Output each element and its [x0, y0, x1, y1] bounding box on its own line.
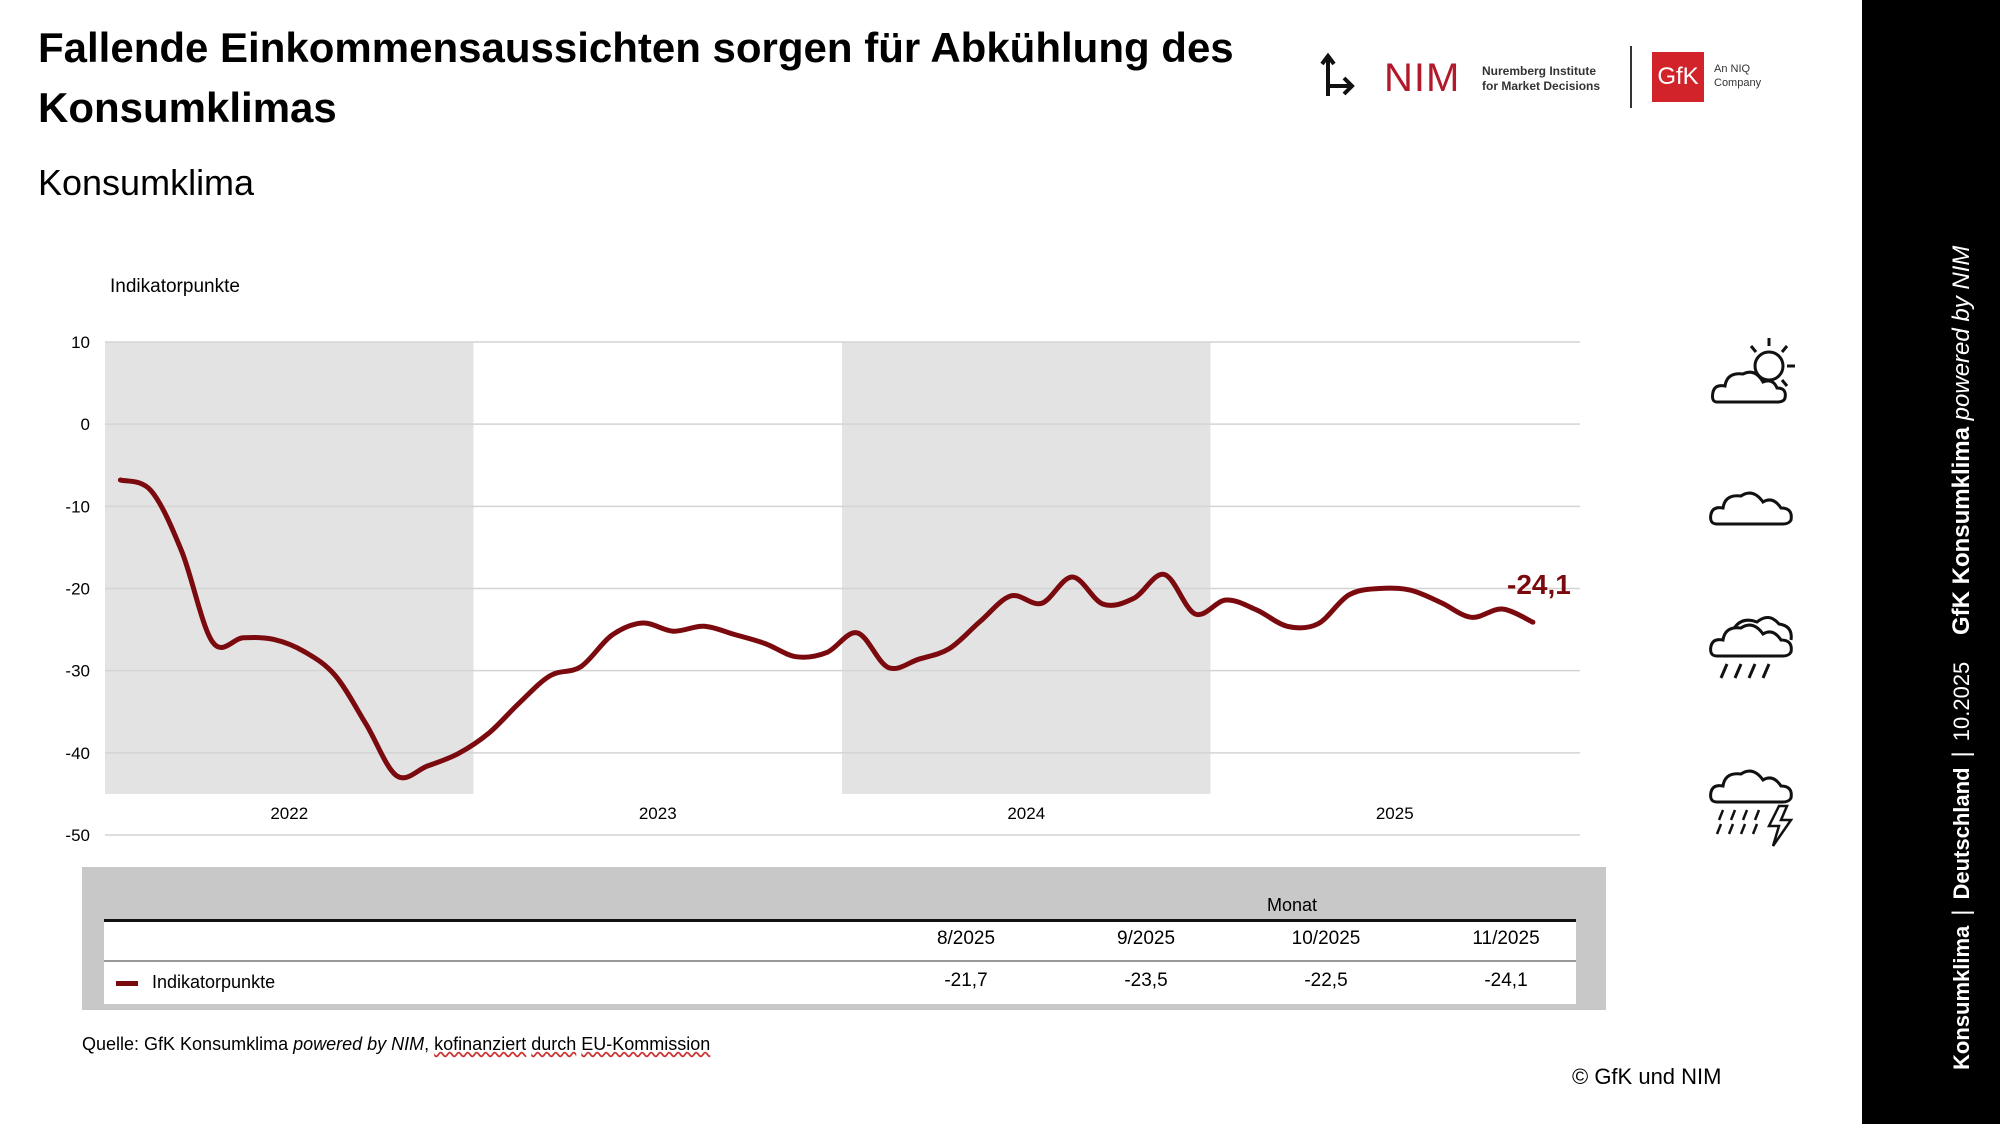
series-line-indikatorpunkte: [117, 477, 1536, 781]
y-tick-label: -20: [65, 580, 90, 599]
side-band: [1862, 0, 2000, 1124]
year-band-2022: [105, 342, 474, 794]
nim-tagline: Nuremberg Institute for Market Decisions: [1482, 64, 1601, 93]
year-band-2024: [842, 342, 1211, 794]
y-tick-label: -50: [65, 826, 90, 845]
copyright: © GfK und NIM: [1572, 1064, 1722, 1089]
table-value: -24,1: [1484, 970, 1528, 991]
thunderstorm-icon: [1709, 769, 1794, 847]
last-value-label: -24,1: [1507, 569, 1571, 600]
table-header-row: 8/2025 9/2025 10/2025 11/2025: [104, 922, 1576, 962]
table-value: -23,5: [1124, 970, 1168, 991]
nim-logo: NIM Nuremberg Institute for Market Decis…: [1320, 50, 1620, 110]
rain-cloud-icon: [1709, 616, 1793, 679]
y-tick-label: -10: [65, 497, 90, 516]
x-year-label: 2024: [1007, 804, 1045, 823]
table-month: 10/2025: [1291, 928, 1361, 949]
table-value: -21,7: [944, 970, 988, 991]
nim-arrow-icon: [1320, 52, 1355, 96]
sun-cloud-icon: [1711, 338, 1795, 404]
y-tick-label: 0: [81, 415, 90, 434]
table-month: 8/2025: [936, 928, 996, 949]
x-year-label: 2022: [270, 804, 308, 823]
gfk-tagline: An NIQ Company: [1714, 63, 1762, 89]
y-tick-label: -40: [65, 744, 90, 763]
gfk-logo: GfK: [1652, 52, 1704, 102]
side-banner-text: Konsumklima|Deutschland|10.2025 GfK Kons…: [1948, 245, 1975, 1070]
table-header-monat: Monat: [1266, 895, 1318, 915]
x-year-label: 2025: [1376, 804, 1414, 823]
y-axis-label: Indikatorpunkte: [110, 276, 240, 297]
legend-swatch: [116, 980, 138, 986]
line-chart: 10 0 -10 -20 -30 -40 -50 2022 2023 2024 2025 Indi…: [65, 276, 1580, 845]
chart-subtitle: Konsumklima: [38, 162, 255, 203]
table-body: 8/2025 9/2025 10/2025 11/2025 Indikatorp…: [104, 919, 1576, 1004]
data-table: Monat 8/2025 9/2025 10/2025 11/2025 Indi…: [82, 867, 1606, 1010]
table-value: -22,5: [1304, 970, 1348, 991]
source-note: Quelle: GfK Konsumklima powered by NIM, …: [82, 1034, 711, 1054]
table-month: 9/2025: [1116, 928, 1176, 949]
table-row-label: Indikatorpunkte: [116, 972, 275, 993]
y-tick-label: -30: [65, 662, 90, 681]
table-month: 11/2025: [1472, 928, 1540, 949]
cloud-icon: [1709, 491, 1793, 526]
page-title: Fallende Einkommensaussichten sorgen für…: [38, 24, 1234, 131]
nim-wordmark: NIM: [1384, 56, 1461, 100]
x-year-label: 2023: [639, 804, 677, 823]
y-tick-label: 10: [71, 333, 90, 352]
logo-divider: [1630, 46, 1632, 108]
